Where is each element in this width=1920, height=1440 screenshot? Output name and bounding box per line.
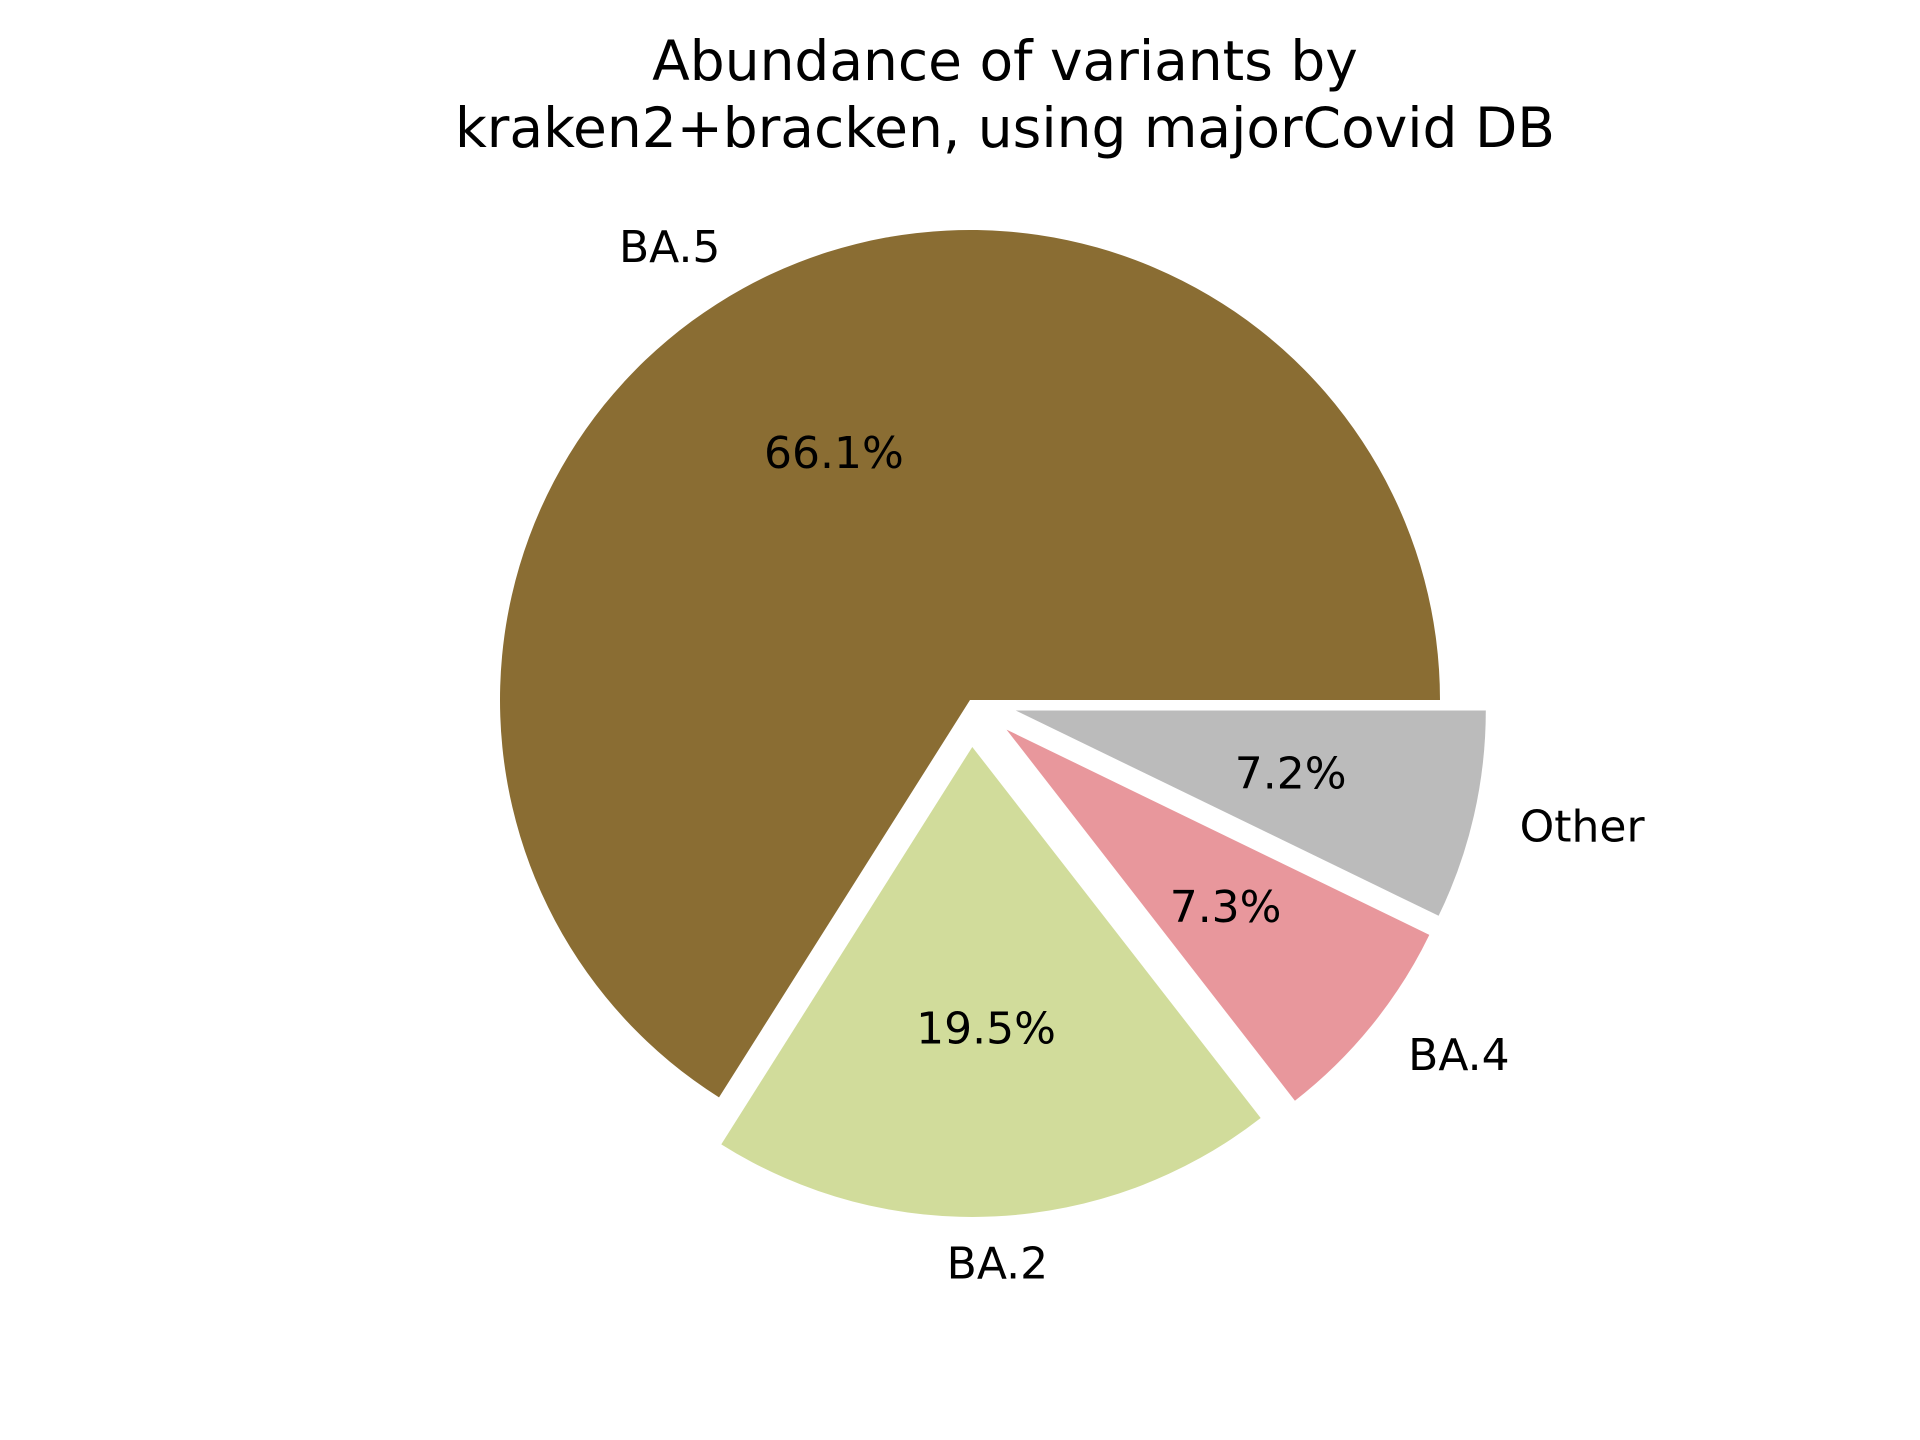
pie-labels: 66.1% BA.5 19.5% BA.2 7.3% BA.4 7.2% Other [619, 222, 1646, 1289]
pie-percent-label: 7.3% [1170, 882, 1282, 933]
pie-slice-ba-4 [1006, 729, 1430, 1101]
pie-slices [499, 229, 1486, 1217]
pie-percent-label: 19.5% [916, 1004, 1056, 1055]
pie-percent-label: 7.2% [1235, 749, 1347, 800]
pie-slice-other [1015, 710, 1486, 916]
pie-slice-ba-5 [499, 229, 1440, 1098]
pie-slice-ba-2 [721, 746, 1261, 1217]
chart-title-line-2: kraken2+bracken, using majorCovid DB [455, 96, 1555, 160]
pie-percent-label: 66.1% [764, 428, 904, 479]
chart-title-line-1: Abundance of variants by [652, 29, 1358, 93]
pie-category-label: Other [1520, 801, 1646, 852]
pie-category-label: BA.4 [1408, 1030, 1510, 1081]
pie-category-label: BA.5 [619, 222, 721, 273]
pie-category-label: BA.2 [947, 1238, 1049, 1289]
chart-title: Abundance of variants by kraken2+bracken… [455, 29, 1555, 160]
